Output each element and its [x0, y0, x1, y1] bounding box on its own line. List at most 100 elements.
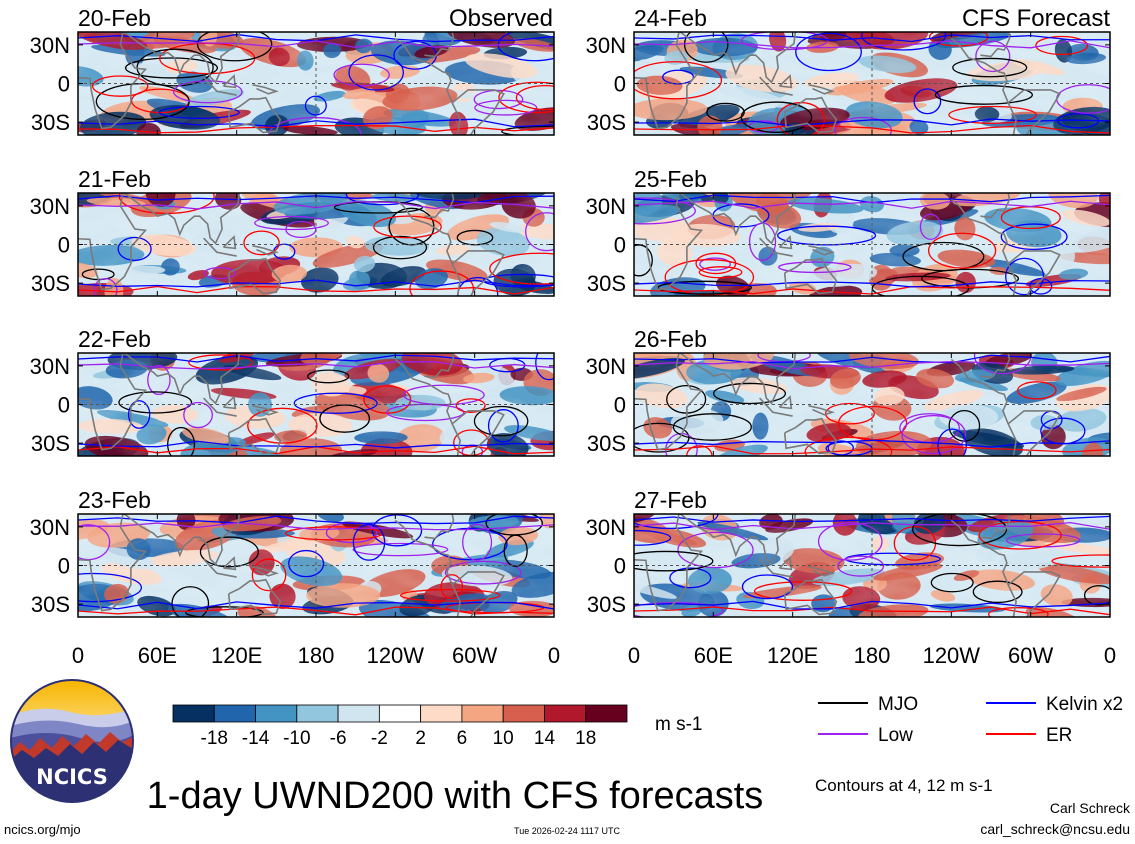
lon-tick-label: 60W: [452, 643, 497, 668]
contour-kelvin: [913, 88, 942, 115]
contour-kelvin: [352, 523, 386, 561]
lat-tick-label: 30N: [586, 194, 626, 219]
lat-tick-label: 30S: [31, 431, 70, 456]
coastline: [203, 76, 237, 96]
lat-tick-label: 30N: [586, 33, 626, 58]
contour-kelvin: [432, 527, 508, 561]
contour-low: [919, 213, 942, 240]
lat-tick-label: 30S: [31, 271, 70, 296]
contour-band: [634, 200, 1110, 209]
contour-kelvin: [304, 95, 327, 116]
panel-date-label: 22-Feb: [78, 326, 151, 352]
coastline: [227, 257, 282, 295]
map-panel-26-feb: 26-Feb 30N 0 30S: [586, 326, 1111, 457]
contour-kelvin: [741, 574, 794, 600]
coastline: [394, 198, 461, 296]
contour-kelvin: [348, 54, 404, 91]
contour-mjo: [118, 391, 193, 414]
coastline: [203, 237, 237, 257]
lat-tick-label: 0: [614, 233, 626, 258]
contour-mjo: [713, 382, 787, 405]
coastline: [980, 353, 1011, 379]
coastline: [634, 353, 704, 451]
contour-mjo: [902, 241, 985, 272]
panel-date-label: 26-Feb: [634, 326, 707, 352]
contour-low: [147, 364, 171, 396]
contour-kelvin: [117, 236, 152, 262]
coastline: [252, 405, 279, 416]
contour-band: [634, 515, 1110, 523]
coastline: [451, 571, 505, 617]
contour-mjo: [307, 369, 350, 384]
contour-kelvin: [634, 529, 672, 546]
lat-tick-label: 0: [58, 554, 70, 579]
logo-text: NCICS: [36, 765, 108, 789]
colorbar-tick-label: -10: [283, 728, 310, 749]
author-email[interactable]: carl_schreck@ncsu.edu: [980, 821, 1130, 837]
legend-label: MJO: [878, 694, 918, 715]
map-panel-20-feb: 20-Feb 30N 0 30S: [30, 5, 555, 136]
contour-er: [515, 85, 554, 111]
contour-er: [440, 574, 464, 600]
lat-tick-label: 0: [614, 554, 626, 579]
colorbar-tick-label: 18: [575, 728, 596, 749]
contour-band: [78, 279, 554, 288]
panel-date-label: 20-Feb: [78, 5, 151, 31]
lat-tick-label: 30S: [587, 431, 626, 456]
contour-low: [699, 257, 731, 271]
observed-label: Observed: [449, 5, 553, 32]
contour-er: [247, 407, 318, 444]
lon-tick-label: 60W: [1008, 643, 1053, 668]
forecast-label: CFS Forecast: [962, 5, 1110, 32]
contour-low: [333, 63, 390, 87]
coastline: [950, 519, 1017, 617]
coastline: [808, 405, 835, 416]
coastline: [783, 257, 838, 295]
contour-band: [634, 124, 1110, 134]
coastlines: [78, 32, 505, 135]
coastline: [980, 193, 1011, 219]
coastline: [222, 235, 237, 250]
coastline: [424, 514, 455, 540]
coastline: [394, 358, 461, 456]
contour-band: [78, 118, 554, 128]
coastlines: [634, 32, 1061, 135]
coastline: [783, 578, 838, 616]
contour-mjo: [952, 57, 1028, 78]
contour-kelvin: [487, 409, 519, 443]
contour-mjo: [473, 405, 529, 437]
contour-mjo: [171, 586, 210, 617]
author-name: Carl Schreck: [1050, 800, 1131, 816]
contour-er: [188, 354, 254, 371]
lat-tick-label: 30S: [31, 110, 70, 135]
colorbar-tick-label: -6: [330, 728, 347, 749]
contour-mjo: [319, 404, 371, 433]
panel-date-label: 24-Feb: [634, 5, 707, 31]
lat-tick-label: 30N: [586, 515, 626, 540]
legend-label: Low: [878, 725, 913, 746]
map-panel-22-feb: 22-Feb 30N 0 30S: [30, 326, 555, 457]
colorbar-tick-label: 10: [493, 728, 514, 749]
website-link[interactable]: ncics.org/mjo: [4, 822, 81, 837]
contour-er: [92, 75, 149, 97]
colorbar-tick-label: 14: [534, 728, 556, 749]
contour-er: [804, 436, 893, 456]
contour-low: [386, 403, 465, 422]
contour-er: [948, 105, 1038, 124]
colorbar-swatch: [255, 704, 298, 723]
coastline: [78, 193, 148, 291]
contour-low: [778, 261, 852, 274]
lat-tick-label: 30N: [30, 33, 70, 58]
coastline: [808, 566, 835, 577]
lat-tick-label: 0: [58, 72, 70, 97]
legend-label: Kelvin x2: [1046, 694, 1123, 715]
contour-low: [473, 89, 524, 110]
lon-tick-label: 0: [548, 643, 560, 668]
coastline: [123, 353, 241, 405]
lon-tick-label: 0: [72, 643, 84, 668]
lon-tick-label: 0: [1104, 643, 1116, 668]
coastline: [808, 245, 835, 256]
colorbar-tick-label: -18: [201, 728, 228, 749]
contour-er: [251, 558, 287, 592]
